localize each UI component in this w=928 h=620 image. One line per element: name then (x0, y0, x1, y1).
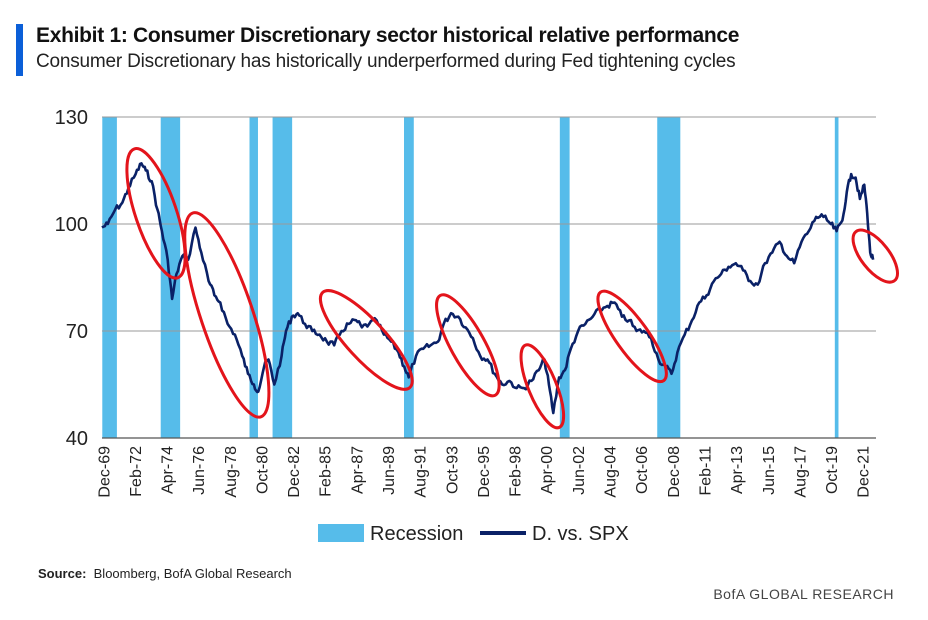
y-tick-label: 100 (55, 214, 88, 236)
recession-band-2 (249, 117, 258, 438)
x-tick-label: Apr-13 (729, 446, 746, 494)
annotation-circle-3 (435, 293, 501, 398)
y-axis-ticks: 40 70 100 130 (55, 107, 88, 450)
annotation-circle-1 (183, 211, 271, 419)
x-tick-label: Jun-89 (381, 446, 398, 495)
source-label: Source: (38, 566, 87, 581)
exhibit-title: Exhibit 1: Consumer Discretionary sector… (36, 24, 740, 47)
recession-band-5 (559, 117, 570, 438)
x-tick-label: Aug-78 (223, 446, 240, 498)
x-tick-label: Oct-93 (444, 446, 461, 494)
x-tick-label: Jun-15 (761, 446, 778, 495)
x-tick-label: Oct-19 (824, 446, 841, 494)
annotation-circle-4 (519, 343, 566, 430)
y-tick-label: 70 (66, 321, 88, 343)
x-tick-label: Jun-76 (191, 446, 208, 495)
x-tick-label: Jun-02 (571, 446, 588, 495)
source-note: Source: Bloomberg, BofA Global Research (38, 566, 292, 581)
x-tick-label: Dec-69 (96, 446, 113, 498)
annotation-circle-6 (851, 228, 899, 284)
accent-bar (16, 24, 23, 76)
recession-band-6 (657, 117, 681, 438)
brand-footer: BofA GLOBAL RESEARCH (713, 586, 894, 602)
legend-label-series: D. vs. SPX (532, 523, 629, 545)
x-tick-label: Dec-21 (856, 446, 873, 498)
x-axis-ticks: Dec-69 Feb-72 Apr-74 Jun-76 Aug-78 Oct-80 Dec-… (96, 446, 872, 498)
x-tick-label: Oct-06 (634, 446, 651, 494)
x-tick-label: Dec-82 (286, 446, 303, 498)
x-tick-label: Aug-91 (413, 446, 430, 498)
x-tick-label: Apr-87 (349, 446, 366, 494)
x-tick-label: Dec-95 (476, 446, 493, 498)
recession-bands (102, 117, 839, 438)
recession-band-3 (272, 117, 293, 438)
annotation-circle-2 (318, 289, 414, 391)
x-tick-label: Apr-74 (160, 446, 177, 494)
x-tick-label: Feb-11 (697, 446, 714, 496)
x-tick-label: Apr-00 (539, 446, 556, 494)
x-tick-label: Aug-17 (792, 446, 809, 498)
x-tick-label: Feb-98 (508, 446, 525, 497)
x-tick-label: Dec-08 (666, 446, 683, 498)
x-tick-label: Aug-04 (602, 446, 619, 498)
recession-band-4 (404, 117, 414, 438)
exhibit-subtitle: Consumer Discretionary has historically … (36, 51, 736, 72)
x-tick-label: Feb-85 (318, 446, 335, 497)
recession-band-0 (102, 117, 117, 438)
legend: Recession D. vs. SPX (318, 523, 629, 545)
series-line-0 (101, 162, 875, 415)
annotation-circle-5 (596, 289, 668, 384)
recession-band-7 (834, 117, 839, 438)
legend-label-recession: Recession (370, 523, 463, 545)
x-tick-label: Oct-80 (254, 446, 271, 494)
gridlines (102, 116, 876, 439)
source-text: Bloomberg, BofA Global Research (93, 566, 292, 581)
y-tick-label: 130 (55, 107, 88, 129)
annotation-circle-0 (125, 147, 187, 280)
x-tick-label: Feb-72 (128, 446, 145, 497)
series-lines (101, 162, 875, 415)
legend-swatch-recession (318, 524, 364, 542)
y-tick-label: 40 (66, 428, 88, 450)
annotation-circles (125, 147, 899, 430)
